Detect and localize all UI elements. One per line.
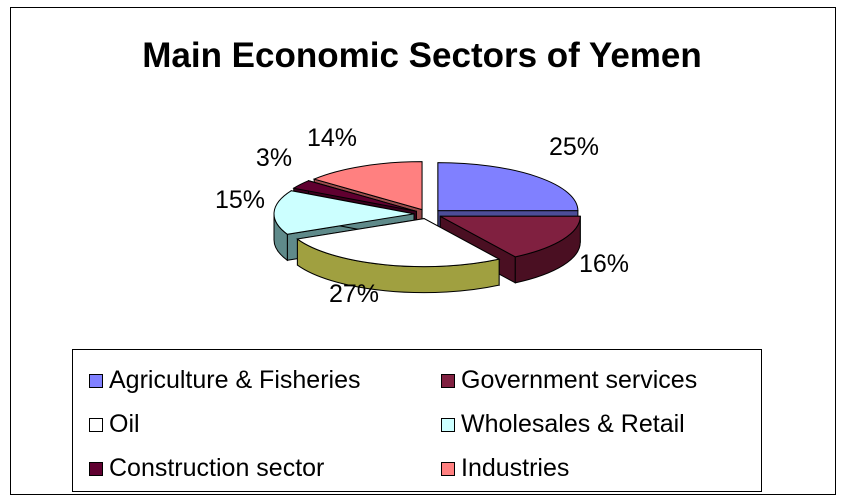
legend-swatch-construction bbox=[89, 461, 103, 476]
legend-swatch-oil bbox=[89, 417, 103, 432]
legend-label-construction: Construction sector bbox=[109, 454, 325, 482]
slice-label-oil: 27% bbox=[329, 280, 379, 308]
legend-label-industries: Industries bbox=[461, 454, 570, 482]
legend-label-government: Government services bbox=[461, 366, 698, 394]
legend-swatch-industries bbox=[441, 461, 455, 476]
slice-agriculture bbox=[437, 162, 579, 212]
legend-item-agriculture: Agriculture & Fisheries bbox=[89, 366, 360, 395]
slice-label-agriculture: 25% bbox=[549, 133, 599, 161]
chart-title: Main Economic Sectors of Yemen bbox=[142, 36, 702, 75]
legend-swatch-agriculture bbox=[89, 373, 103, 388]
legend-label-wholesale: Wholesales & Retail bbox=[461, 410, 685, 438]
slice-government bbox=[440, 215, 581, 258]
legend-label-agriculture: Agriculture & Fisheries bbox=[109, 366, 361, 394]
legend-item-industries: Industries bbox=[441, 454, 569, 483]
slice-label-government: 16% bbox=[579, 250, 629, 278]
slice-label-construction: 3% bbox=[256, 144, 292, 172]
slice-wholesale bbox=[273, 190, 415, 235]
legend: Agriculture & Fisheries Government servi… bbox=[72, 349, 762, 492]
slice-construction bbox=[292, 180, 417, 212]
legend-swatch-wholesale bbox=[441, 417, 455, 432]
legend-item-government: Government services bbox=[441, 366, 697, 395]
slice-label-industries: 14% bbox=[307, 124, 357, 152]
legend-item-construction: Construction sector bbox=[89, 454, 324, 483]
legend-label-oil: Oil bbox=[109, 410, 140, 438]
legend-item-oil: Oil bbox=[89, 410, 140, 439]
legend-swatch-government bbox=[441, 373, 455, 388]
slice-oil bbox=[296, 218, 501, 268]
slice-label-wholesale: 15% bbox=[215, 186, 265, 214]
legend-item-wholesale: Wholesales & Retail bbox=[441, 410, 685, 439]
slice-industries bbox=[312, 161, 423, 211]
